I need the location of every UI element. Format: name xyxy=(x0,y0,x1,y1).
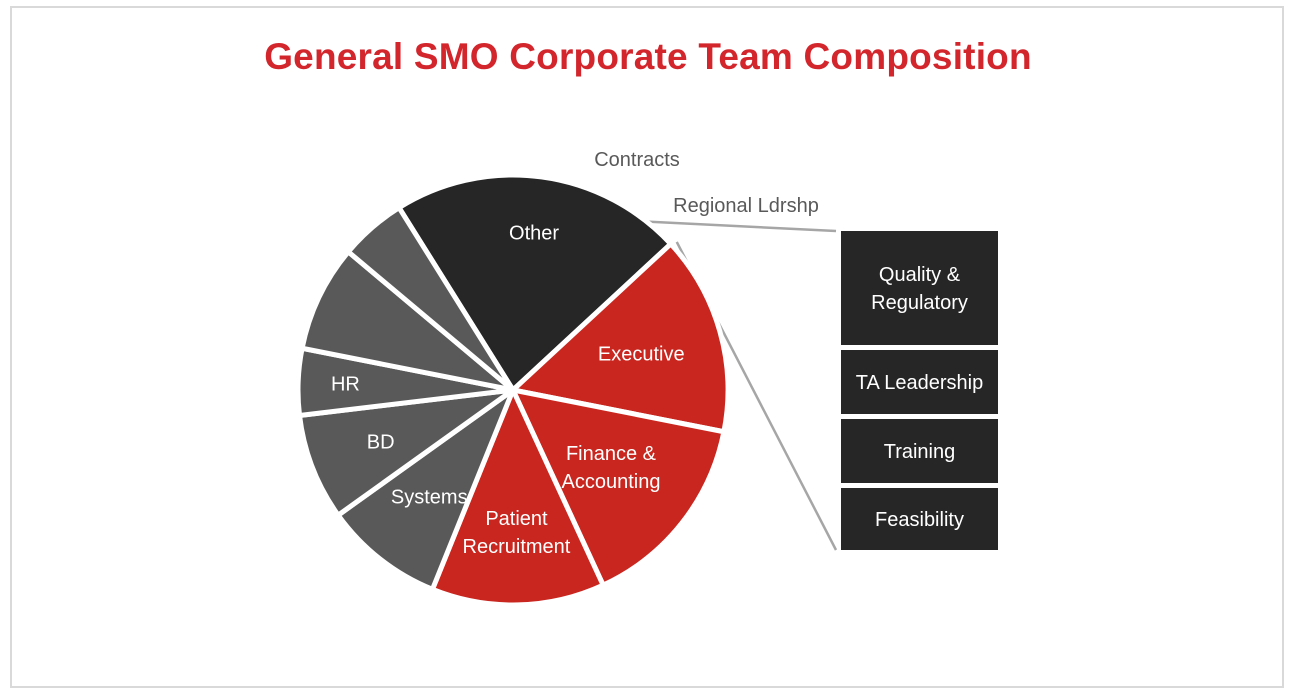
pie-slice-executive xyxy=(510,241,731,435)
breakout-box-ta-leadership xyxy=(841,350,998,414)
breakout-label-training: Training xyxy=(884,441,956,463)
pie-label-executive: Executive xyxy=(598,344,685,366)
pie-slice-systems xyxy=(335,387,516,592)
breakout-box-quality-and-regulatory xyxy=(841,231,998,345)
pie-label-finance-and-accounting: Finance & Accounting xyxy=(562,443,661,493)
pie-label-systems: Systems xyxy=(391,486,468,508)
breakout-box-training xyxy=(841,419,998,483)
chart-title: General SMO Corporate Team Composition xyxy=(264,36,1032,77)
pie-slice-patient-recruitment xyxy=(429,387,606,608)
pie-label-patient-recruitment: Patient Recruitment xyxy=(463,508,571,558)
breakout-label-feasibility: Feasibility xyxy=(875,509,964,531)
breakout-label-ta-leadership: TA Leadership xyxy=(856,372,984,394)
pie-slice-other xyxy=(396,172,674,393)
pie-label-bd: BD xyxy=(367,431,395,453)
pie-label-regional-ldrshp: Regional Ldrshp xyxy=(673,195,819,217)
pie-label-hr: HR xyxy=(331,374,360,396)
pie-label-other: Other xyxy=(509,222,559,244)
pie-label-contracts: Contracts xyxy=(594,149,680,171)
breakout-box-feasibility xyxy=(841,488,998,550)
pie-slice-finance-and-accounting xyxy=(510,387,727,588)
breakout-label-quality-and-regulatory: Quality & Regulatory xyxy=(871,264,968,314)
pie-slice-regional-ldrshp xyxy=(345,205,516,393)
